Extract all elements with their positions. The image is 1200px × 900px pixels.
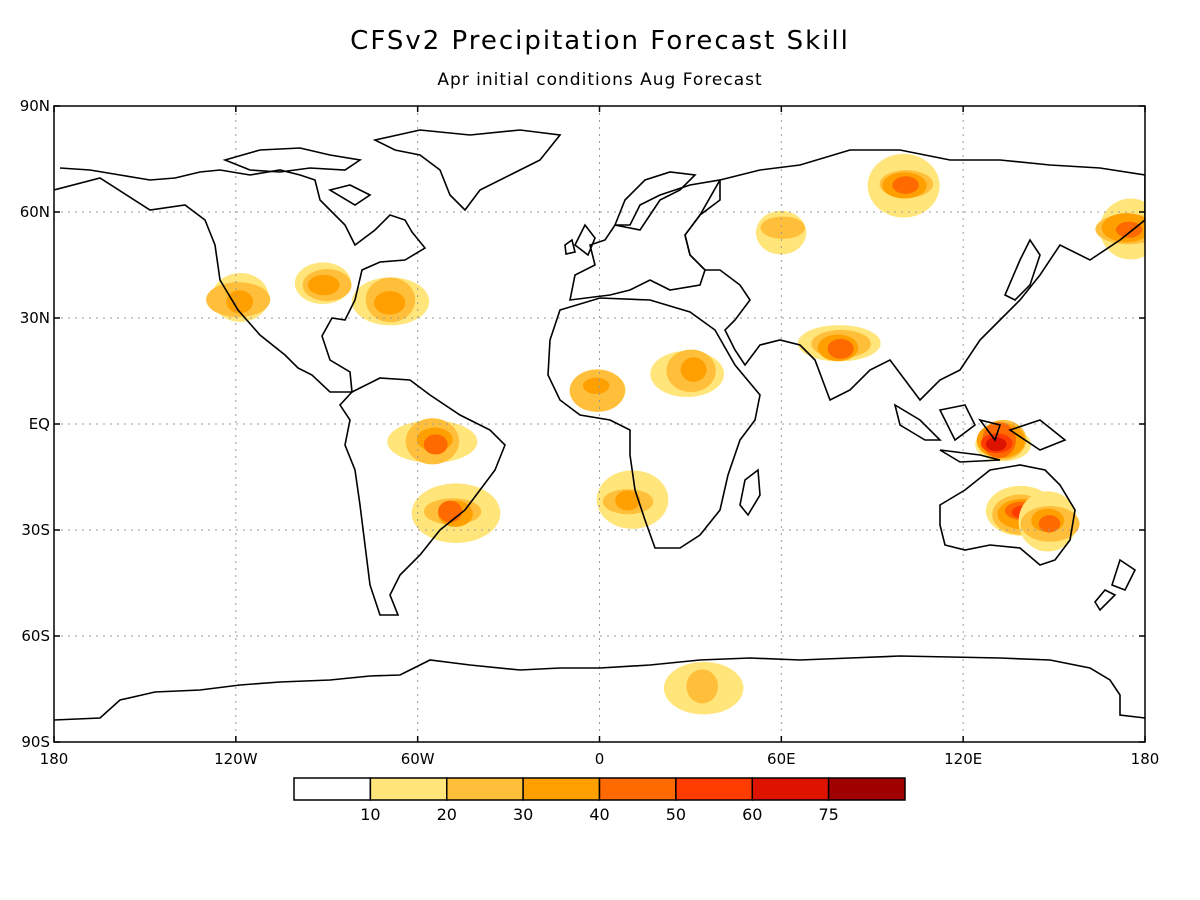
colorbar-swatch [827,777,906,801]
colorbar-swatch [522,777,601,801]
colorbar-label: 60 [742,805,762,824]
skill-region [1095,198,1145,260]
colorbar-label: 50 [666,805,686,824]
skill-patch [1115,221,1143,238]
lat-tick-label: 90S [21,733,50,751]
skill-region [797,325,881,362]
skill-patch [760,216,805,239]
coast-asia [684,149,1145,402]
skill-region [569,369,626,412]
coast-antarctica [54,655,1145,721]
coast-europe [568,179,721,301]
skill-region [352,277,430,326]
lat-tick-label: 90N [20,97,50,115]
skill-region [867,153,940,218]
lon-tick-label: 60E [767,750,796,768]
skill-patch [1038,515,1061,533]
skill-patch [680,357,707,382]
lon-tick-label: 120E [944,750,982,768]
skill-patch [615,490,641,511]
graticule [54,106,1145,742]
coast-japan [1003,238,1041,301]
coast-indonesia [893,403,1067,463]
skill-patch [985,437,1007,452]
colorbar-swatch [293,777,372,801]
skill-patch [438,500,463,523]
coast-british-isles [564,223,596,257]
skill-region [975,419,1031,462]
skill-patch [582,377,610,394]
skill-region [294,262,352,305]
skill-region [650,349,725,398]
coast-madagascar [739,468,761,517]
skill-region [663,661,744,715]
coast-arctic-islands [222,147,372,206]
colorbar-swatch [369,777,448,801]
map-subtitle: Apr initial conditions Aug Forecast [437,70,763,90]
skill-patch [307,274,340,296]
skill-region [387,418,478,465]
map-title: CFSv2 Precipitation Forecast Skill [350,26,850,56]
lat-tick-label: 60N [20,203,50,221]
colorbar: 10 20 30 40 50 60 75 [293,777,906,824]
skill-region [1018,491,1080,552]
colorbar-label: 75 [818,805,838,824]
coast-scandinavia [613,171,697,231]
colorbar-swatch [446,777,524,801]
colorbar-label: 30 [513,805,533,824]
skill-region [206,273,271,322]
coast-greenland [372,129,562,212]
lon-tick-label: 60W [401,750,435,768]
skill-patch [226,290,254,314]
lat-tick-label: 60S [21,627,50,645]
lon-tick-label: 180 [40,750,69,768]
lat-tick-label: 30S [21,521,50,539]
colorbar-swatch [598,777,677,801]
skill-region [596,470,669,529]
coast-south-america [338,377,506,616]
coast-north-america [54,167,427,393]
skill-patch [374,291,406,315]
skill-field [206,153,1145,715]
skill-patch [423,434,448,455]
lon-tick-label: 0 [595,750,605,768]
coastlines [54,129,1145,721]
skill-patch [892,176,919,194]
lat-tick-label: EQ [29,415,50,433]
coast-australia [939,464,1076,566]
lon-tick-label: 180 [1131,750,1160,768]
coast-africa [547,297,761,549]
skill-region [411,483,501,543]
colorbar-label: 10 [360,805,380,824]
coast-new-zealand [1094,558,1137,612]
colorbar-swatch [751,777,830,801]
lon-tick-label: 120W [214,750,258,768]
colorbar-label: 20 [437,805,457,824]
colorbar-swatch [675,777,753,801]
skill-patch [686,669,719,704]
colorbar-label: 40 [589,805,609,824]
lat-tick-label: 30N [20,309,50,327]
skill-patch [827,338,854,359]
